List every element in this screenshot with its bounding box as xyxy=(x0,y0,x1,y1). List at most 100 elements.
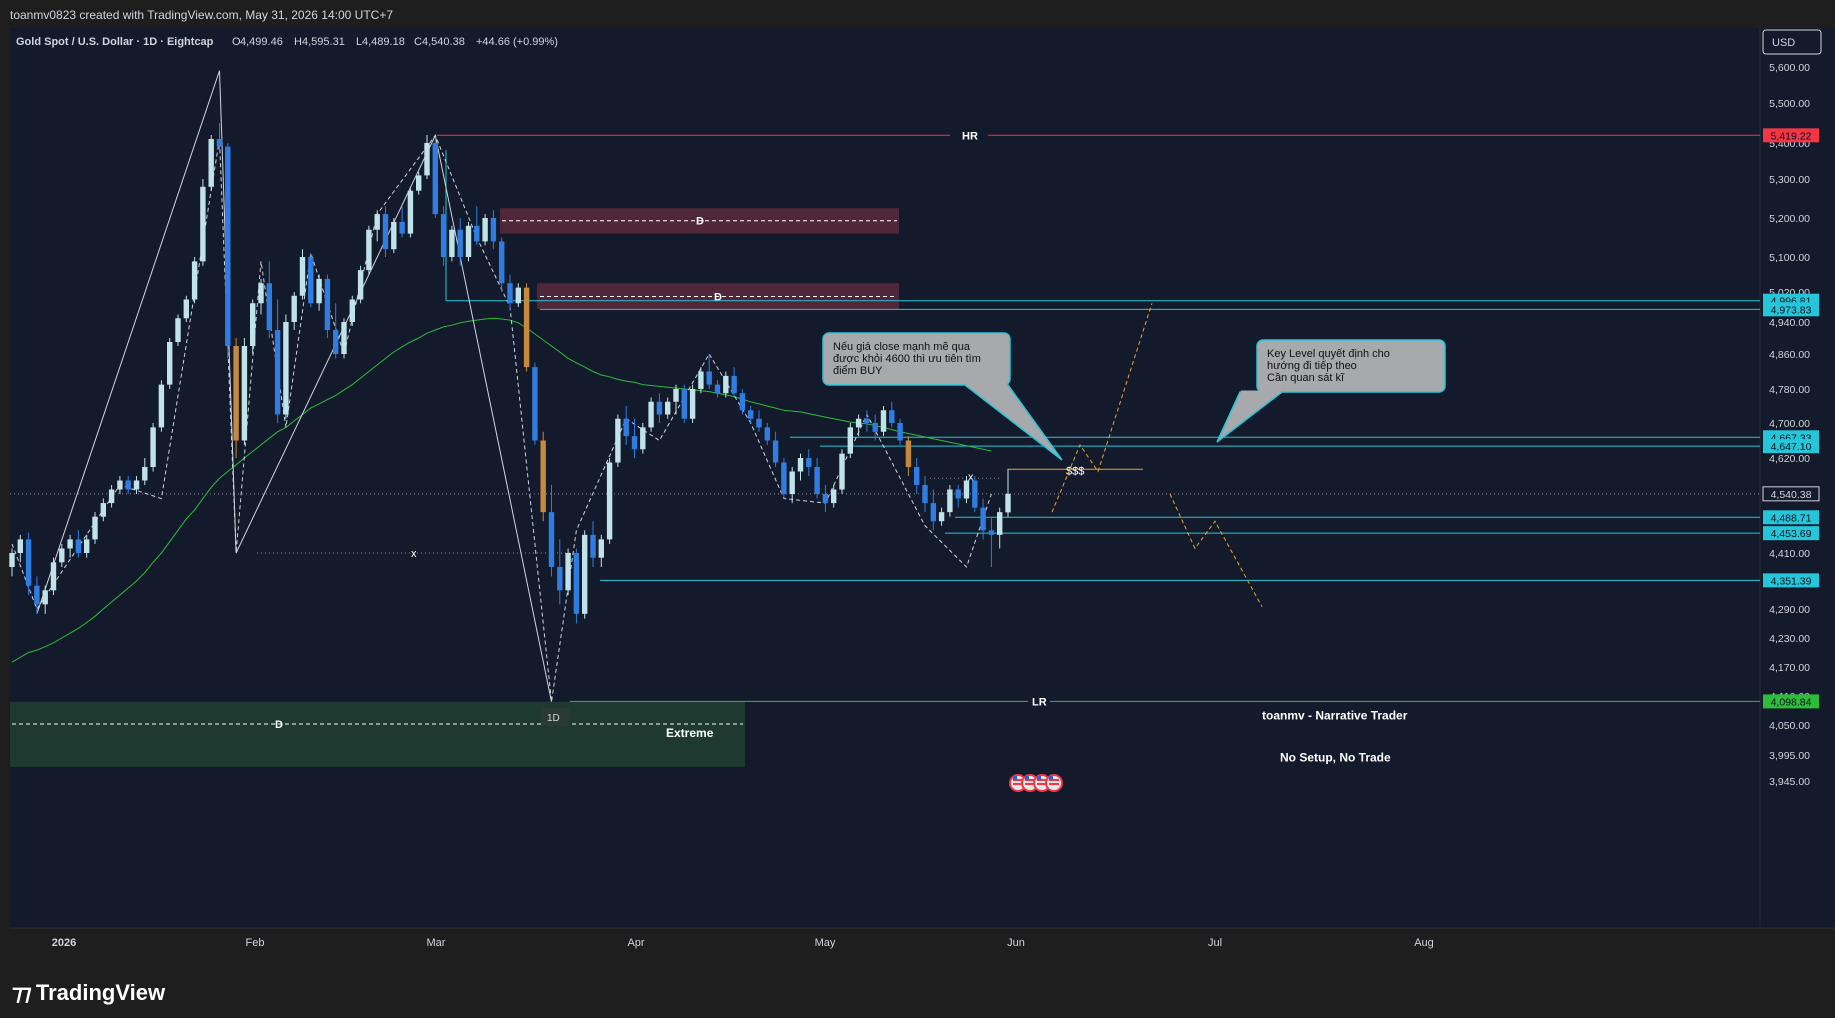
candle[interactable] xyxy=(175,314,181,347)
candle[interactable] xyxy=(316,274,322,311)
candle[interactable] xyxy=(391,218,397,254)
candle[interactable] xyxy=(233,338,239,458)
candle[interactable] xyxy=(797,453,804,481)
candle[interactable] xyxy=(955,485,961,508)
candle[interactable] xyxy=(831,485,837,508)
candle[interactable] xyxy=(432,139,438,218)
candle[interactable] xyxy=(208,135,214,191)
candle[interactable] xyxy=(905,436,912,476)
candle[interactable] xyxy=(507,274,513,311)
candle[interactable] xyxy=(9,548,15,577)
candle[interactable] xyxy=(963,476,970,504)
candle[interactable] xyxy=(84,534,90,558)
candle[interactable] xyxy=(440,206,447,266)
candle[interactable] xyxy=(283,314,289,419)
candle[interactable] xyxy=(814,458,820,499)
candle[interactable] xyxy=(897,418,903,445)
candle[interactable] xyxy=(357,265,364,304)
candle[interactable] xyxy=(266,261,272,338)
candle[interactable] xyxy=(947,485,953,517)
candle[interactable] xyxy=(698,367,704,394)
candle[interactable] xyxy=(167,338,173,389)
candle[interactable] xyxy=(490,210,497,250)
candle[interactable] xyxy=(291,292,297,330)
candle[interactable] xyxy=(640,423,646,454)
candle[interactable] xyxy=(631,418,638,458)
candle[interactable] xyxy=(606,458,613,544)
candle[interactable] xyxy=(499,237,505,293)
candle[interactable] xyxy=(108,485,115,508)
candle[interactable] xyxy=(806,449,812,476)
candle[interactable] xyxy=(67,534,73,558)
candle[interactable] xyxy=(623,406,629,445)
candle[interactable] xyxy=(150,423,156,472)
candle[interactable] xyxy=(748,406,754,423)
candle[interactable] xyxy=(590,521,596,567)
candle[interactable] xyxy=(789,467,795,504)
candle[interactable] xyxy=(839,449,845,494)
candle[interactable] xyxy=(75,530,82,558)
candle[interactable] xyxy=(407,186,414,238)
candle[interactable] xyxy=(855,414,862,437)
candle[interactable] xyxy=(532,362,538,445)
candle[interactable] xyxy=(772,431,779,467)
candle[interactable] xyxy=(457,218,463,266)
candle[interactable] xyxy=(764,423,770,445)
candle[interactable] xyxy=(416,171,422,195)
candle[interactable] xyxy=(565,548,571,595)
candle[interactable] xyxy=(781,458,787,499)
candle[interactable] xyxy=(482,214,488,246)
candle[interactable] xyxy=(25,532,32,595)
candle[interactable] xyxy=(723,371,729,398)
candle[interactable] xyxy=(474,206,480,246)
tradingview-logo[interactable]: ⁊⁊ TradingView xyxy=(12,980,165,1006)
candle[interactable] xyxy=(847,423,853,458)
candle[interactable] xyxy=(540,431,546,522)
candle[interactable] xyxy=(739,389,746,415)
candle[interactable] xyxy=(158,380,165,432)
candle[interactable] xyxy=(117,476,123,494)
candle[interactable] xyxy=(665,397,671,419)
candle[interactable] xyxy=(756,410,762,432)
currency-button[interactable]: USD xyxy=(1762,29,1822,55)
candle[interactable] xyxy=(689,384,696,423)
candle[interactable] xyxy=(216,123,223,151)
price-chart[interactable]: D D D 1D Extreme HR LR x x $$$ Nếu giá close mạn… xyxy=(0,28,1835,960)
candle[interactable] xyxy=(582,530,588,619)
candle[interactable] xyxy=(465,221,472,262)
candle[interactable] xyxy=(191,257,198,304)
candle[interactable] xyxy=(648,397,654,432)
price-axis-background[interactable] xyxy=(1760,28,1835,928)
candle[interactable] xyxy=(449,225,455,262)
candle[interactable] xyxy=(515,283,521,307)
candle[interactable] xyxy=(324,274,331,339)
candle[interactable] xyxy=(424,135,430,179)
candle[interactable] xyxy=(997,507,1003,549)
candle[interactable] xyxy=(34,576,40,614)
candle[interactable] xyxy=(673,384,679,415)
candle[interactable] xyxy=(250,299,256,355)
candle[interactable] xyxy=(656,393,663,423)
candle[interactable] xyxy=(1005,469,1011,518)
candle[interactable] xyxy=(50,557,57,595)
candle[interactable] xyxy=(100,498,106,522)
candle[interactable] xyxy=(17,534,23,563)
candle[interactable] xyxy=(980,498,986,540)
candle[interactable] xyxy=(42,585,48,614)
candle[interactable] xyxy=(125,476,131,494)
candle[interactable] xyxy=(92,512,98,544)
candle[interactable] xyxy=(880,406,887,437)
candle[interactable] xyxy=(706,354,712,389)
candle[interactable] xyxy=(598,534,604,567)
candle[interactable] xyxy=(573,548,580,624)
candle[interactable] xyxy=(299,249,306,300)
candle[interactable] xyxy=(548,485,555,577)
candle[interactable] xyxy=(731,367,737,398)
candle[interactable] xyxy=(889,401,895,428)
candle[interactable] xyxy=(142,458,148,485)
candle[interactable] xyxy=(399,206,405,238)
candle[interactable] xyxy=(374,210,380,242)
candle[interactable] xyxy=(241,338,248,445)
